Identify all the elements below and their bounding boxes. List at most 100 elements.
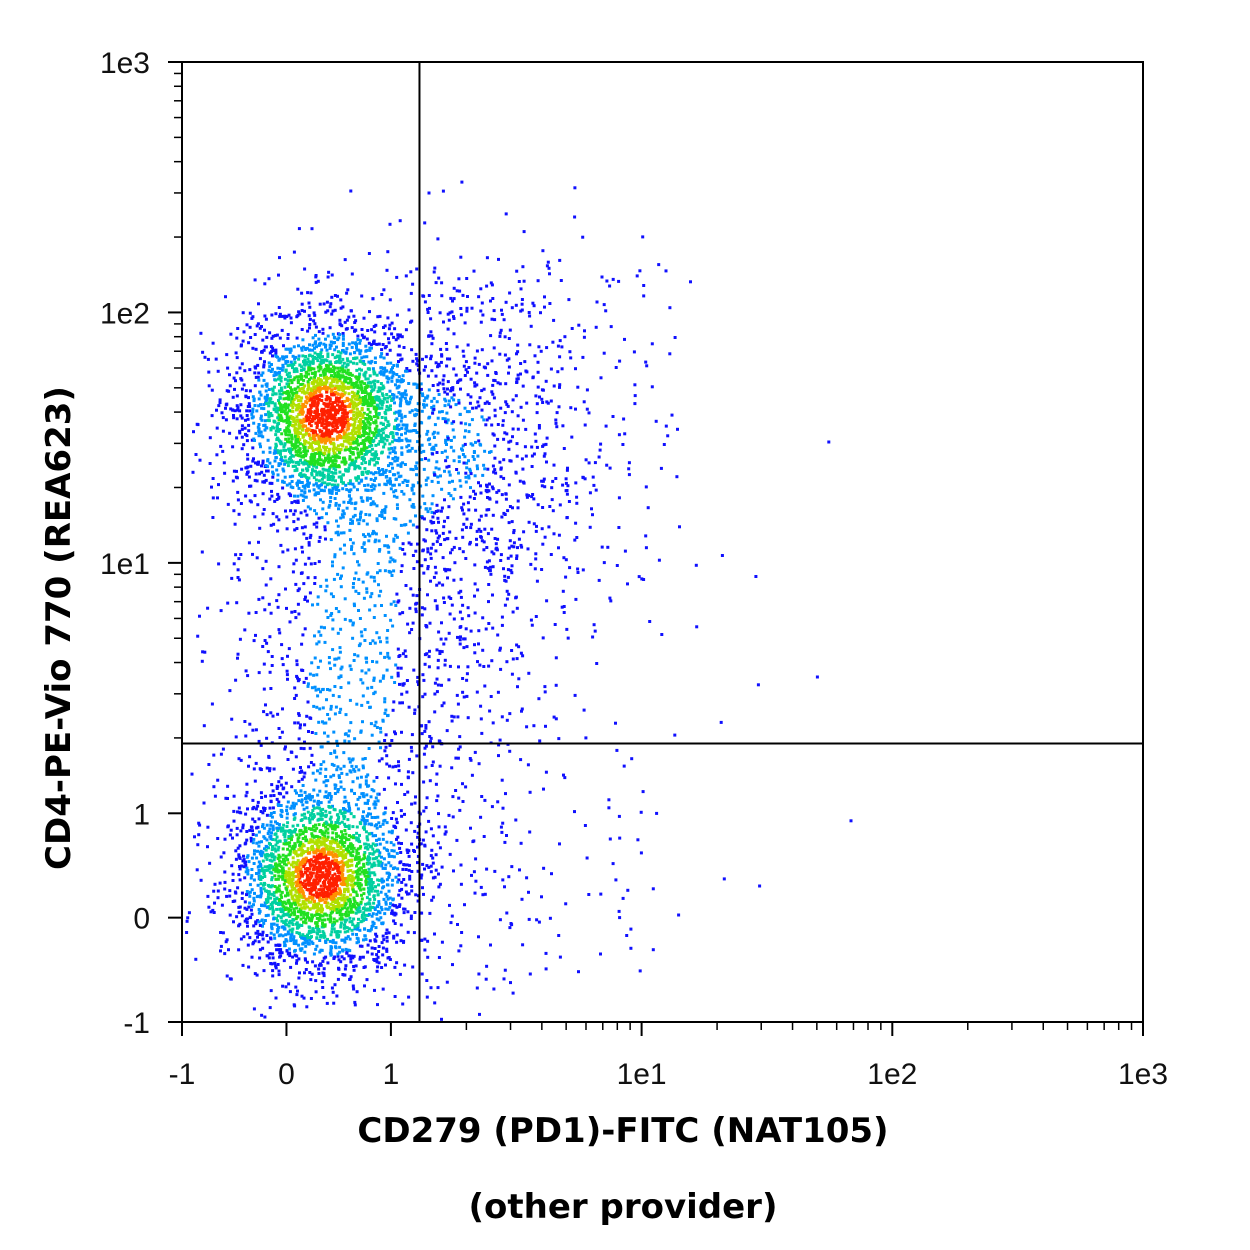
- event-dot: [303, 391, 307, 395]
- event-dot: [340, 324, 344, 328]
- event-dot: [364, 377, 368, 381]
- event-dot: [375, 856, 379, 860]
- event-dot: [263, 395, 267, 399]
- event-dot: [341, 357, 345, 361]
- event-dot: [251, 841, 255, 845]
- event-dot: [274, 348, 278, 352]
- event-dot: [350, 272, 354, 276]
- event-dot: [448, 903, 451, 907]
- event-dot: [314, 834, 318, 838]
- event-dot: [310, 897, 314, 901]
- event-dot: [294, 917, 298, 921]
- event-dot: [371, 905, 374, 909]
- event-dot: [245, 866, 249, 870]
- event-dot: [304, 355, 308, 358]
- event-dot: [292, 370, 296, 374]
- event-dot: [368, 852, 372, 856]
- event-dot: [426, 955, 430, 959]
- event-dot: [390, 376, 394, 380]
- event-dot: [338, 810, 342, 814]
- event-dot: [331, 309, 335, 313]
- event-dot: [383, 818, 387, 822]
- event-dot: [306, 449, 309, 453]
- event-dot: [280, 903, 284, 907]
- event-dot: [261, 930, 265, 934]
- event-dot: [384, 892, 388, 896]
- event-dot: [358, 367, 361, 371]
- event-dot: [223, 870, 227, 874]
- event-dot: [380, 406, 384, 410]
- event-dot: [327, 865, 331, 869]
- event-dot: [362, 938, 365, 942]
- event-dot: [313, 429, 317, 433]
- event-dot: [315, 388, 319, 392]
- event-dot: [289, 347, 293, 351]
- event-dot: [236, 498, 240, 502]
- event-dot: [316, 793, 320, 797]
- event-dot: [285, 871, 289, 875]
- event-dot: [399, 923, 403, 927]
- event-dot: [264, 413, 268, 417]
- event-dot: [289, 904, 292, 907]
- event-dot: [304, 431, 308, 435]
- event-dot: [399, 401, 403, 405]
- event-dot: [335, 768, 339, 772]
- event-dot: [296, 287, 300, 291]
- event-dot: [305, 869, 309, 873]
- event-dot: [283, 385, 287, 389]
- event-dot: [321, 914, 325, 918]
- event-dot: [321, 355, 324, 359]
- event-dot: [358, 872, 362, 876]
- event-dot: [282, 419, 286, 423]
- event-dot: [210, 414, 214, 418]
- event-dot: [311, 348, 315, 352]
- event-dot: [363, 467, 367, 471]
- event-dot: [284, 437, 288, 441]
- event-dot: [302, 912, 306, 916]
- event-dot: [394, 427, 398, 431]
- event-dot: [257, 874, 261, 878]
- event-dot: [326, 377, 330, 381]
- event-dot: [254, 807, 258, 811]
- event-dot: [277, 934, 281, 938]
- event-dot: [233, 387, 236, 391]
- event-dot: [273, 847, 277, 851]
- event-dot: [284, 985, 288, 989]
- event-dot: [251, 829, 254, 833]
- event-dot: [375, 342, 379, 346]
- event-dot: [369, 457, 373, 461]
- event-dot: [403, 463, 407, 466]
- event-dot: [288, 421, 292, 424]
- event-dot: [284, 418, 288, 422]
- event-dot: [293, 357, 297, 361]
- event-dot: [274, 943, 278, 947]
- event-dot: [257, 940, 261, 944]
- event-dot: [307, 446, 311, 449]
- event-dot: [315, 916, 319, 920]
- event-dot: [415, 431, 419, 434]
- event-dot: [228, 894, 232, 898]
- event-dot: [286, 424, 290, 428]
- event-dot: [326, 478, 330, 481]
- event-dot: [391, 903, 395, 907]
- event-dot: [376, 889, 379, 893]
- event-dot: [336, 854, 339, 858]
- event-dot: [297, 357, 301, 361]
- event-dot: [321, 807, 325, 811]
- event-dot: [249, 464, 253, 468]
- event-dot: [270, 494, 274, 498]
- event-dot: [248, 409, 252, 413]
- event-dot: [294, 396, 298, 400]
- event-dot: [392, 364, 396, 367]
- event-dot: [343, 940, 347, 944]
- event-dot: [322, 931, 326, 935]
- event-dot: [347, 432, 351, 436]
- event-dot: [257, 911, 261, 915]
- event-dot: [312, 799, 316, 803]
- event-dot: [358, 783, 362, 787]
- event-dot: [194, 453, 198, 456]
- event-dot: [391, 397, 395, 401]
- event-dot: [376, 799, 380, 803]
- event-dot: [374, 430, 378, 434]
- event-dot: [389, 407, 392, 411]
